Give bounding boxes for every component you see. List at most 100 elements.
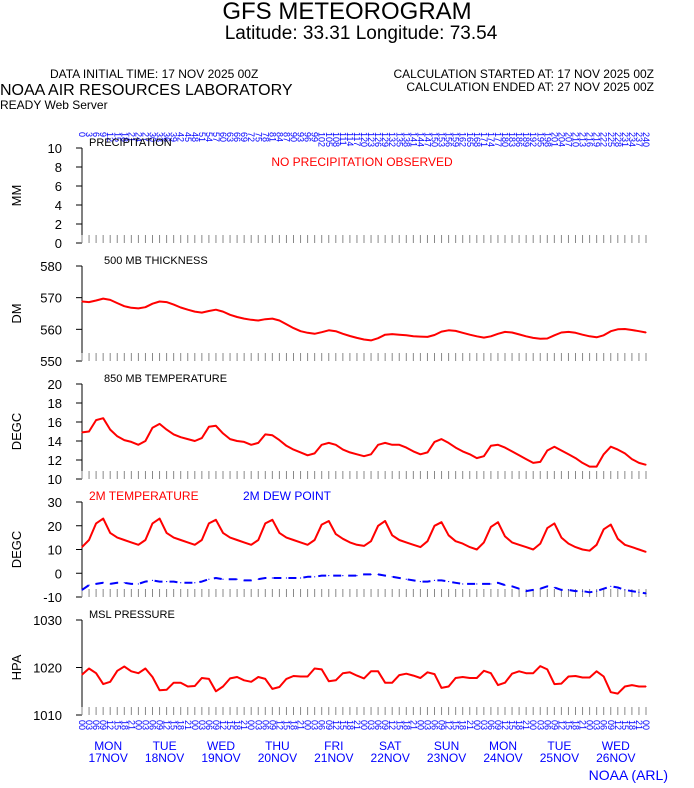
series-point — [511, 673, 513, 675]
bottom-time-label: 06 — [599, 720, 609, 730]
series-point — [497, 333, 499, 335]
series-point — [631, 458, 633, 460]
series-point — [645, 464, 647, 466]
series-point — [201, 677, 203, 679]
series-point — [335, 444, 337, 446]
bottom-time-label: 18 — [514, 720, 524, 730]
series-point — [539, 665, 541, 667]
bottom-time-label: 12 — [162, 720, 172, 730]
top-hour-label: 153 — [437, 132, 447, 147]
series-point — [208, 578, 210, 580]
series-point — [497, 684, 499, 686]
series-point — [215, 309, 217, 311]
series-point — [596, 544, 598, 546]
series-point — [264, 678, 266, 680]
top-hour-label: 222 — [599, 132, 609, 147]
series-point — [412, 450, 414, 453]
series-point — [574, 590, 577, 592]
top-hour-label: 216 — [585, 132, 595, 147]
series-point — [462, 676, 464, 678]
series-point — [391, 682, 393, 684]
series-point — [166, 429, 168, 431]
bottom-time-label: 15 — [507, 720, 517, 730]
series-point — [469, 453, 471, 455]
top-hour-label: 183 — [507, 132, 517, 147]
series-point — [236, 578, 238, 580]
day-date: 22NOV — [371, 751, 410, 765]
series-point — [504, 535, 506, 538]
series-point — [440, 687, 443, 689]
top-hour-label: 87 — [281, 132, 291, 142]
series-point — [504, 584, 506, 586]
series-point — [497, 582, 499, 584]
series-point — [81, 300, 83, 303]
series-point — [589, 466, 591, 468]
bottom-time-label: 03 — [535, 720, 545, 730]
bottom-time-label: 21 — [634, 720, 644, 730]
series-point — [405, 541, 407, 543]
bottom-time-label: 09 — [267, 720, 277, 730]
series-point — [250, 444, 252, 446]
series-point — [363, 545, 365, 547]
series-point — [370, 573, 372, 576]
bottom-time-label: 00 — [133, 720, 143, 730]
day-date: 23NOV — [427, 751, 466, 765]
bottom-time-label: 09 — [98, 720, 108, 730]
series-point — [236, 316, 238, 318]
series-point — [384, 520, 386, 522]
series-point — [497, 521, 499, 523]
series-point — [589, 335, 591, 337]
top-hour-label: 123 — [366, 132, 376, 147]
panel-t2m: -10 0 10 20 30 DEGC 2M TEMPERATURE 2M DEW POINT — [9, 489, 647, 605]
top-hour-label: 30 — [148, 132, 158, 142]
series-point — [560, 537, 563, 539]
precip-title: PRECIPITATION — [89, 137, 172, 149]
series-point — [356, 674, 358, 677]
series-point — [455, 447, 457, 449]
series-point — [264, 318, 266, 320]
series-point — [426, 671, 429, 673]
bottom-time-label: 12 — [444, 720, 454, 730]
series-point — [166, 580, 168, 583]
top-hour-label: 48 — [190, 132, 200, 142]
series-point — [638, 685, 640, 688]
series-point — [208, 426, 210, 428]
series-point — [116, 670, 118, 672]
series-point — [645, 331, 647, 334]
series-point — [532, 337, 534, 339]
series-point — [567, 331, 570, 333]
top-hour-label: 21 — [126, 132, 136, 142]
top-hour-label: 213 — [578, 132, 588, 147]
series-point — [102, 298, 104, 300]
bottom-time-label: 15 — [281, 720, 291, 730]
series-point — [455, 582, 457, 584]
bottom-time-label: 00 — [528, 720, 538, 730]
series-point — [483, 455, 485, 457]
top-hour-label: 144 — [415, 132, 425, 147]
y-tick-label: 20 — [48, 519, 62, 534]
series-point — [102, 417, 104, 419]
series-point — [137, 583, 139, 585]
series-point — [236, 440, 238, 442]
top-hour-label: 54 — [204, 132, 214, 142]
series-point — [271, 577, 273, 579]
bottom-time-label: 12 — [500, 720, 510, 730]
series-point — [462, 332, 464, 334]
series-point — [426, 336, 429, 338]
top-hour-label: 159 — [451, 132, 461, 147]
series-point — [532, 548, 534, 551]
series-point — [314, 576, 316, 578]
series-point — [144, 306, 147, 308]
series-point — [539, 542, 541, 545]
top-hour-label: 192 — [528, 132, 538, 147]
series-point — [222, 432, 224, 434]
bottom-time-label: 06 — [148, 720, 158, 730]
series-point — [271, 519, 273, 521]
series-point — [278, 439, 280, 441]
series-point — [187, 541, 189, 543]
y-tick-label: 1010 — [33, 708, 62, 723]
series-point — [469, 334, 471, 336]
bottom-time-label: 18 — [176, 720, 186, 730]
bottom-time-label: 09 — [324, 720, 334, 730]
